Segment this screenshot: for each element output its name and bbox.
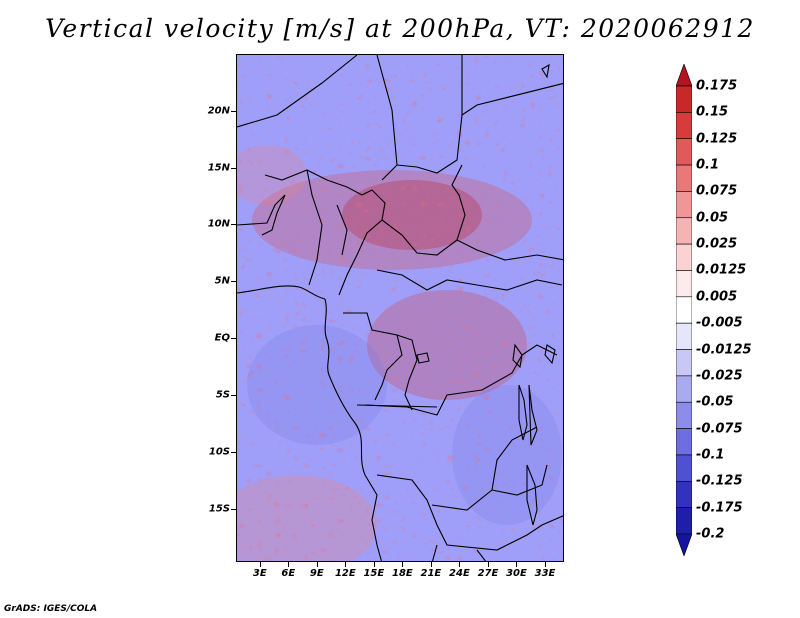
colorbar-bin <box>676 454 692 482</box>
colorbar-bin <box>676 401 692 429</box>
colorbar-label: -0.075 <box>696 421 743 437</box>
colorbar-bin <box>676 375 692 403</box>
colorbar-label: 0.025 <box>696 236 738 252</box>
colorbar-bin <box>676 322 692 350</box>
lon-tick <box>259 562 261 567</box>
colorbar-bin <box>676 480 692 508</box>
colorbar-bin <box>676 164 692 192</box>
colorbar-bin <box>676 112 692 140</box>
lon-label: 24E <box>449 568 470 579</box>
colorbar-label: -0.175 <box>696 500 743 516</box>
lat-label: 10S <box>208 446 230 458</box>
colorbar-bin <box>676 507 692 535</box>
lon-tick <box>430 562 432 567</box>
lat-label: 15N <box>207 162 230 174</box>
lon-tick <box>373 562 375 567</box>
colorbar-label: -0.025 <box>696 368 743 384</box>
lat-tick <box>231 110 236 112</box>
colorbar-bin <box>676 296 692 324</box>
lon-label: 27E <box>477 568 499 579</box>
colorbar <box>676 64 692 556</box>
lon-label: 9E <box>309 568 324 579</box>
colorbar-bin <box>676 64 692 87</box>
colorbar-label: -0.125 <box>696 473 743 489</box>
map-frame <box>236 54 564 562</box>
colorbar-bin <box>676 191 692 219</box>
colorbar-bin <box>676 428 692 456</box>
lat-label: 10N <box>207 218 230 230</box>
colorbar-bin <box>676 533 692 556</box>
lon-tick <box>288 562 290 567</box>
lon-tick <box>459 562 461 567</box>
lon-label: 3E <box>252 568 267 579</box>
colorbar-label: -0.0125 <box>696 342 752 358</box>
lon-label: 15E <box>363 568 385 579</box>
lat-tick <box>231 451 236 453</box>
colorbar-label: -0.2 <box>696 526 725 542</box>
lon-label: 33E <box>534 568 556 579</box>
colorbar-bin <box>676 270 692 298</box>
country-borders <box>237 55 563 561</box>
colorbar-bin <box>676 243 692 271</box>
colorbar-label: -0.05 <box>696 394 734 410</box>
colorbar-label: -0.1 <box>696 447 725 463</box>
lat-tick <box>231 338 236 340</box>
colorbar-label: 0.075 <box>696 183 738 199</box>
colorbar-label: 0.125 <box>696 131 738 147</box>
field-speckle <box>237 55 563 561</box>
lon-label: 30E <box>506 568 527 579</box>
colorbar-label: 0.15 <box>696 104 729 120</box>
lon-tick <box>316 562 318 567</box>
lon-tick <box>345 562 347 567</box>
lat-label: EQ <box>214 332 230 344</box>
lat-label: 20N <box>207 105 230 117</box>
colorbar-bin <box>676 349 692 377</box>
colorbar-bin <box>676 138 692 166</box>
colorbar-label: 0.005 <box>696 289 738 305</box>
colorbar-label: -0.005 <box>696 315 743 331</box>
lat-tick <box>231 394 236 396</box>
lon-tick <box>544 562 546 567</box>
lat-tick <box>231 224 236 226</box>
grads-credit: GrADS: IGES/COLA <box>4 604 98 614</box>
lat-label: 15S <box>208 503 230 515</box>
colorbar-bin <box>676 217 692 245</box>
lon-label: 21E <box>420 568 442 579</box>
colorbar-label: 0.0125 <box>696 262 747 278</box>
chart-title: Vertical velocity [m/s] at 200hPa, VT: 2… <box>45 14 755 43</box>
lat-tick <box>231 281 236 283</box>
lon-label: 12E <box>334 568 356 579</box>
lon-tick <box>402 562 404 567</box>
lon-label: 18E <box>392 568 413 579</box>
lon-tick <box>516 562 518 567</box>
colorbar-label: 0.1 <box>696 157 720 173</box>
velocity-field <box>237 55 563 561</box>
lat-tick <box>231 167 236 169</box>
lat-tick <box>231 508 236 510</box>
lat-label: 5S <box>215 389 230 401</box>
lat-label: 5N <box>214 275 230 287</box>
colorbar-label: 0.175 <box>696 78 738 94</box>
lon-tick <box>487 562 489 567</box>
colorbar-bin <box>676 85 692 113</box>
lon-label: 6E <box>281 568 296 579</box>
colorbar-label: 0.05 <box>696 210 729 226</box>
